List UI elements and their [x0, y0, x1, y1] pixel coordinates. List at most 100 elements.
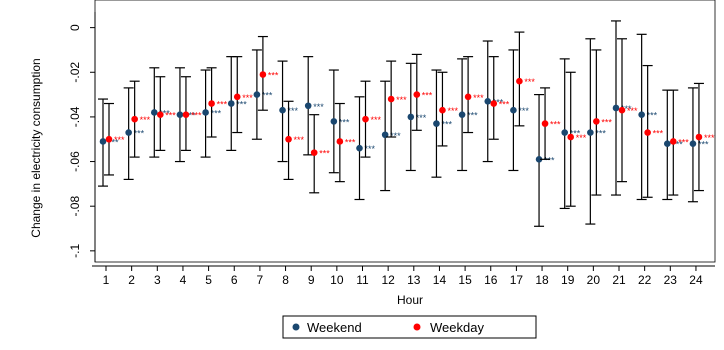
weekday-point: [310, 149, 318, 156]
weekend-significance-label: ***: [441, 120, 452, 130]
weekday-point: [105, 135, 113, 143]
weekend-point: [151, 109, 158, 116]
weekday-point: [567, 133, 574, 141]
x-tick-label: 2: [128, 273, 135, 287]
weekend-significance-label: ***: [339, 117, 350, 127]
weekday-point: [285, 135, 292, 143]
x-tick-label: 22: [638, 273, 652, 287]
x-tick-label: 10: [330, 273, 344, 287]
weekend-significance-label: ***: [313, 102, 324, 112]
weekday-point: [516, 77, 523, 85]
weekend-point: [561, 129, 568, 136]
x-tick-label: 3: [154, 273, 161, 287]
y-tick-label: -.04: [68, 106, 82, 127]
weekend-point: [638, 111, 645, 118]
x-tick-label: 15: [458, 273, 472, 287]
weekday-significance-label: ***: [576, 133, 587, 143]
weekday-significance-label: ***: [499, 100, 510, 110]
weekday-significance-label: ***: [191, 111, 202, 121]
weekend-significance-label: ***: [390, 131, 401, 141]
x-tick-label: 16: [484, 273, 498, 287]
x-tick-label: 11: [356, 273, 369, 287]
weekend-point: [458, 111, 466, 118]
weekend-point: [125, 129, 132, 136]
plot-area: 0-.02-.04-.06-.08-.11 2 3 4 5 6 7 8 9 10 11 12 13 14 1…: [68, 0, 716, 287]
weekend-point: [612, 104, 620, 112]
weekday-significance-label: ***: [140, 115, 151, 125]
weekday-point: [670, 138, 677, 145]
weekend-significance-label: ***: [621, 104, 632, 114]
x-tick-label: 24: [689, 273, 703, 287]
weekend-significance-label: ***: [672, 140, 683, 150]
x-tick-label: 14: [433, 273, 447, 287]
weekday-point: [259, 71, 267, 78]
weekend-point: [253, 91, 261, 98]
weekday-point: [490, 100, 498, 107]
x-tick-label: 1: [103, 273, 110, 287]
weekend-point: [176, 111, 184, 118]
x-tick-label: 17: [510, 273, 524, 287]
weekday-significance-label: ***: [242, 93, 253, 103]
weekday-point: [618, 106, 626, 114]
y-tick-label: -.08: [68, 196, 82, 217]
weekend-point: [689, 140, 697, 147]
weekend-point: [484, 97, 492, 105]
weekday-significance-label: ***: [524, 77, 535, 87]
weekend-point: [510, 106, 517, 114]
weekend-significance-label: ***: [493, 97, 504, 107]
y-tick-label: -.02: [68, 62, 82, 83]
weekday-significance-label: ***: [371, 115, 382, 125]
y-axis-title: Change in electricity consumption: [29, 58, 43, 237]
weekday-point: [362, 115, 369, 123]
weekday-point: [413, 91, 421, 98]
weekend-significance-label: ***: [595, 129, 606, 139]
weekday-significance-label: ***: [601, 117, 612, 127]
legend-marker-weekday: [413, 323, 421, 331]
weekend-significance-label: ***: [518, 106, 529, 116]
legend-box: [282, 315, 537, 339]
x-tick-label: 8: [282, 273, 289, 287]
weekend-significance-label: ***: [647, 111, 658, 121]
y-tick-label: 0: [68, 24, 82, 31]
weekday-point: [464, 93, 472, 101]
weekday-point: [695, 133, 703, 141]
x-tick-label: 20: [587, 273, 601, 287]
weekday-significance-label: ***: [319, 149, 330, 159]
weekday-significance-label: ***: [294, 135, 305, 145]
weekday-significance-label: ***: [165, 111, 176, 121]
weekday-significance-label: ***: [422, 91, 433, 101]
weekday-point: [208, 100, 215, 107]
weekday-significance-label: ***: [704, 133, 715, 143]
x-tick-label: 5: [205, 273, 212, 287]
weekend-point: [407, 113, 415, 121]
x-tick-label: 12: [381, 273, 395, 287]
weekend-point: [664, 140, 671, 147]
y-tick-label: -.1: [68, 244, 82, 258]
weekday-significance-label: ***: [345, 137, 356, 147]
weekend-significance-label: ***: [416, 113, 427, 123]
weekday-significance-label: ***: [447, 106, 458, 116]
legend: Weekend Weekday: [282, 315, 537, 339]
weekend-significance-label: ***: [698, 140, 709, 150]
x-tick-label: 23: [664, 273, 678, 287]
weekend-point: [330, 118, 338, 125]
weekend-point: [304, 102, 312, 110]
weekend-point: [99, 138, 107, 145]
weekday-point: [182, 111, 190, 118]
weekday-significance-label: ***: [653, 129, 664, 139]
x-tick-label: 4: [180, 273, 187, 287]
weekend-point: [279, 106, 286, 114]
weekday-point: [541, 120, 549, 127]
weekday-significance-label: ***: [217, 100, 228, 110]
weekday-point: [593, 118, 600, 125]
weekday-significance-label: ***: [473, 93, 484, 103]
weekend-point: [202, 109, 209, 116]
legend-marker-weekend: [292, 323, 300, 331]
y-tick-label: -.06: [68, 151, 82, 172]
x-tick-label: 18: [535, 273, 549, 287]
weekend-significance-label: ***: [288, 106, 299, 116]
weekend-significance-label: ***: [159, 108, 170, 118]
weekday-significance-label: ***: [678, 137, 689, 147]
